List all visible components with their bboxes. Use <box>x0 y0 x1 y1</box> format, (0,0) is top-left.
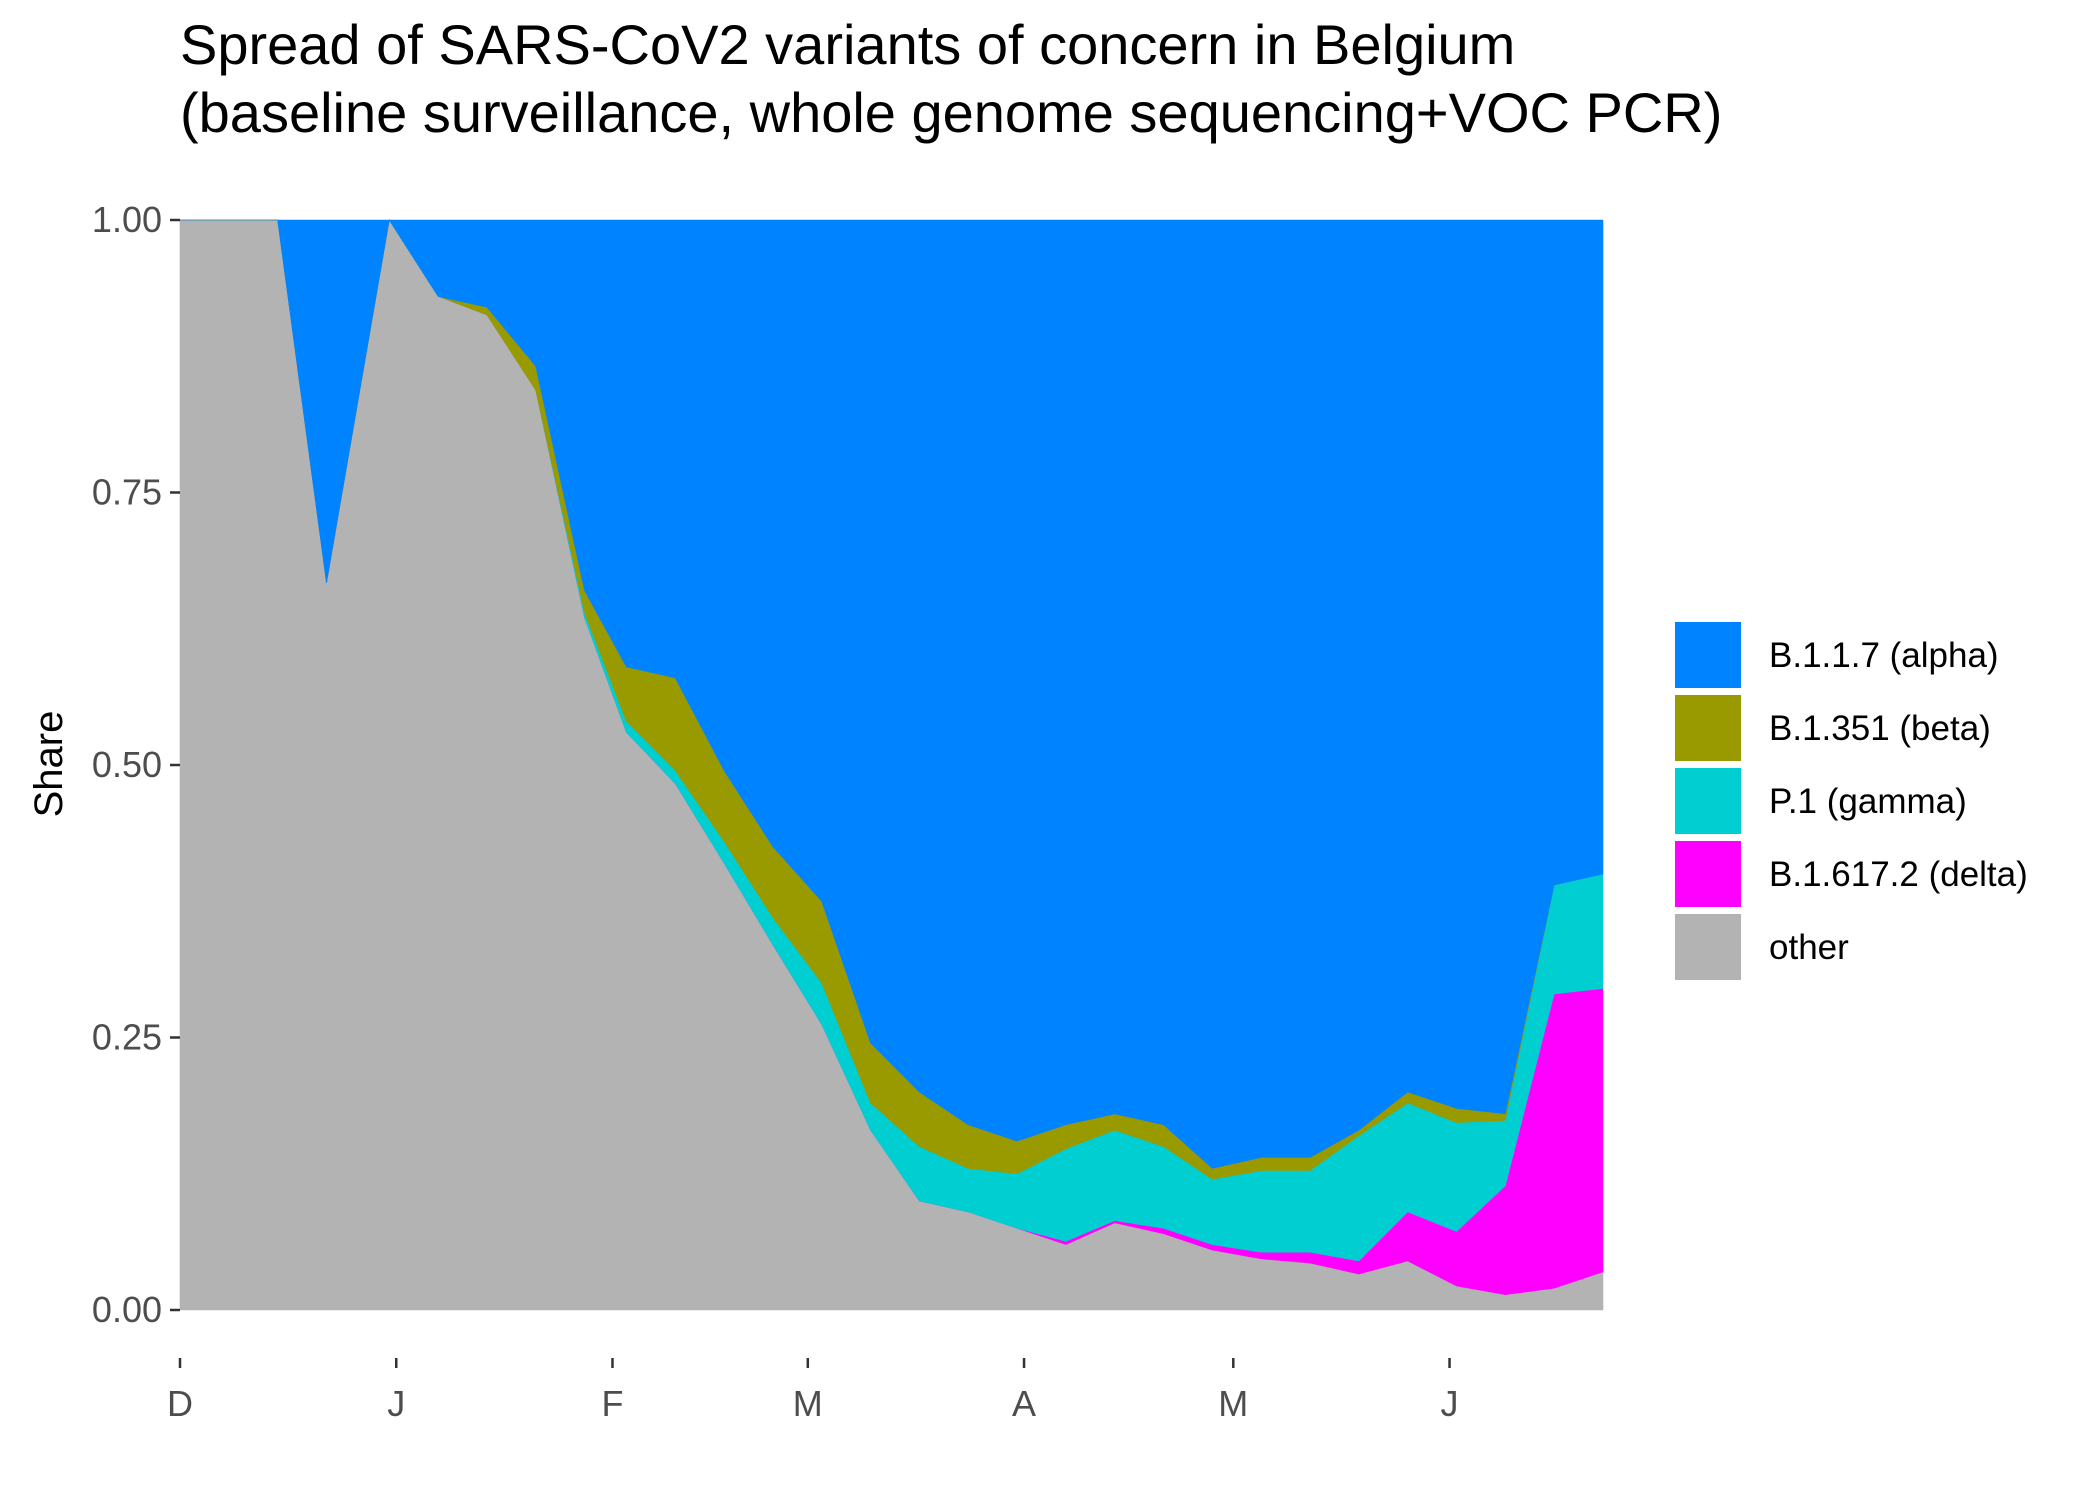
x-tick-label: D <box>167 1383 193 1424</box>
y-tick-label: 0.50 <box>92 744 162 785</box>
legend-swatch-b-1-351-beta <box>1675 695 1741 761</box>
axes: 0.00 0.25 0.50 0.75 1.00 D J F M A M J <box>92 199 1459 1424</box>
legend-swatch-other <box>1675 914 1741 980</box>
x-tick-label: J <box>1441 1383 1459 1424</box>
x-tick-label: J <box>387 1383 405 1424</box>
chart-title-line-1: Spread of SARS-CoV2 variants of concern … <box>180 13 1515 76</box>
x-tick-label: M <box>1218 1383 1248 1424</box>
y-tick-label: 1.00 <box>92 199 162 240</box>
legend-label-p-1-gamma: P.1 (gamma) <box>1769 782 1967 821</box>
x-tick-label: F <box>601 1383 623 1424</box>
y-tick-label: 0.75 <box>92 472 162 513</box>
x-tick-label: M <box>793 1383 823 1424</box>
plot-area <box>179 219 1604 1311</box>
legend-label-b-1-351-beta: B.1.351 (beta) <box>1769 709 1991 748</box>
y-axis-title: Share <box>27 711 71 818</box>
legend-label-b-1-1-7-alpha: B.1.1.7 (alpha) <box>1769 636 1999 675</box>
chart-title-line-2: (baseline surveillance, whole genome seq… <box>180 81 1722 144</box>
legend-swatch-b-1-1-7-alpha <box>1675 622 1741 688</box>
x-tick-label: A <box>1012 1383 1036 1424</box>
legend-label-b-1-617-2-delta: B.1.617.2 (delta) <box>1769 855 2028 894</box>
area-b-1-1-7-alpha <box>180 219 1604 1169</box>
legend: B.1.1.7 (alpha) B.1.351 (beta) P.1 (gamma)… <box>1675 622 2028 980</box>
y-tick-label: 0.25 <box>92 1017 162 1058</box>
legend-swatch-p-1-gamma <box>1675 768 1741 834</box>
legend-swatch-b-1-617-2-delta <box>1675 841 1741 907</box>
y-tick-label: 0.00 <box>92 1289 162 1330</box>
legend-label-other: other <box>1769 928 1849 967</box>
